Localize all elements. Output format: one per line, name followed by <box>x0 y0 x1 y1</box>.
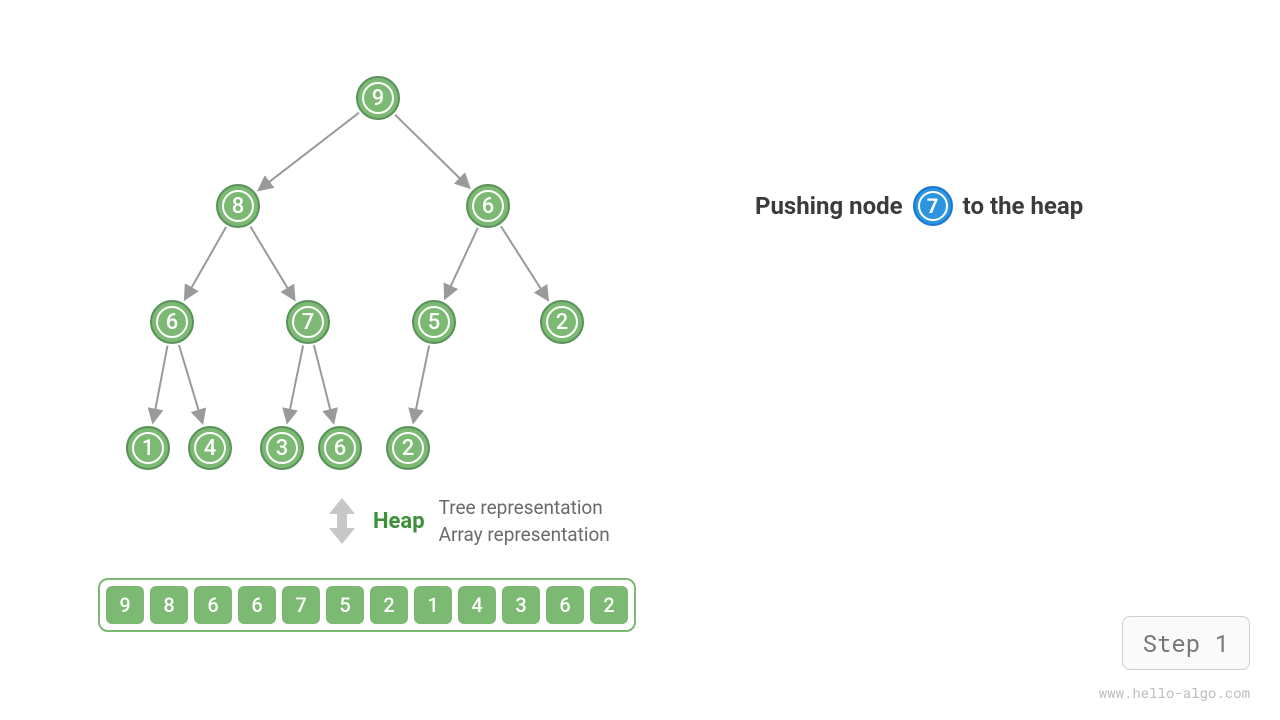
tree-node: 6 <box>150 300 194 344</box>
tree-node-label: 5 <box>428 310 441 335</box>
tree-node: 6 <box>318 426 362 470</box>
tree-edge <box>260 113 359 189</box>
tree-node-label: 6 <box>166 310 179 335</box>
array-cell: 4 <box>458 586 496 624</box>
array-cell: 5 <box>326 586 364 624</box>
tree-node: 7 <box>286 300 330 344</box>
tree-node: 9 <box>356 76 400 120</box>
tree-edge <box>153 346 167 421</box>
tree-node-label: 1 <box>142 436 155 461</box>
updown-arrow-icon <box>325 496 359 546</box>
tree-node-label: 8 <box>232 194 245 219</box>
tree-node-label: 9 <box>372 86 385 111</box>
array-cell: 2 <box>370 586 408 624</box>
tree-edge <box>395 115 468 187</box>
caption-node: 7 <box>913 186 953 226</box>
tree-node-label: 7 <box>302 310 315 335</box>
array-cell: 2 <box>590 586 628 624</box>
tree-edge <box>446 228 478 297</box>
caption: Pushing node 7 to the heap <box>755 186 1083 226</box>
step-label: Step 1 <box>1143 627 1229 659</box>
tree-node-label: 4 <box>204 436 217 461</box>
tree-edge <box>314 345 333 421</box>
array-representation-label: Array representation <box>439 523 610 546</box>
step-indicator: Step 1 <box>1122 616 1250 670</box>
array-cell: 6 <box>546 586 584 624</box>
tree-edge <box>250 227 293 298</box>
caption-suffix: to the heap <box>963 192 1084 220</box>
representation-labels: Tree representation Array representation <box>439 496 610 546</box>
caption-prefix: Pushing node <box>755 192 903 220</box>
tree-node-label: 6 <box>334 436 347 461</box>
tree-edge <box>501 226 547 298</box>
array-cell: 3 <box>502 586 540 624</box>
array-cell: 6 <box>238 586 276 624</box>
array-cell: 8 <box>150 586 188 624</box>
tree-edge <box>179 345 202 421</box>
array-cell: 6 <box>194 586 232 624</box>
array-cell: 7 <box>282 586 320 624</box>
tree-edge <box>414 346 429 421</box>
tree-node: 8 <box>216 184 260 228</box>
credit-text: www.hello-algo.com <box>1099 683 1250 702</box>
tree-node: 2 <box>386 426 430 470</box>
heap-word: Heap <box>373 509 425 534</box>
tree-edge <box>288 346 303 421</box>
tree-node: 3 <box>260 426 304 470</box>
tree-node: 5 <box>412 300 456 344</box>
tree-node-label: 2 <box>556 310 569 335</box>
array-cell: 9 <box>106 586 144 624</box>
tree-node-label: 2 <box>402 436 415 461</box>
array-cell: 1 <box>414 586 452 624</box>
tree-node: 2 <box>540 300 584 344</box>
heap-label-row: Heap Tree representation Array represent… <box>325 496 610 546</box>
tree-representation-label: Tree representation <box>439 496 610 519</box>
tree-node: 6 <box>466 184 510 228</box>
tree-node-label: 3 <box>276 436 289 461</box>
tree-node-label: 6 <box>482 194 495 219</box>
tree-edge <box>186 227 226 298</box>
heap-array: 986675214362 <box>98 578 636 632</box>
tree-node: 1 <box>126 426 170 470</box>
tree-node: 4 <box>188 426 232 470</box>
